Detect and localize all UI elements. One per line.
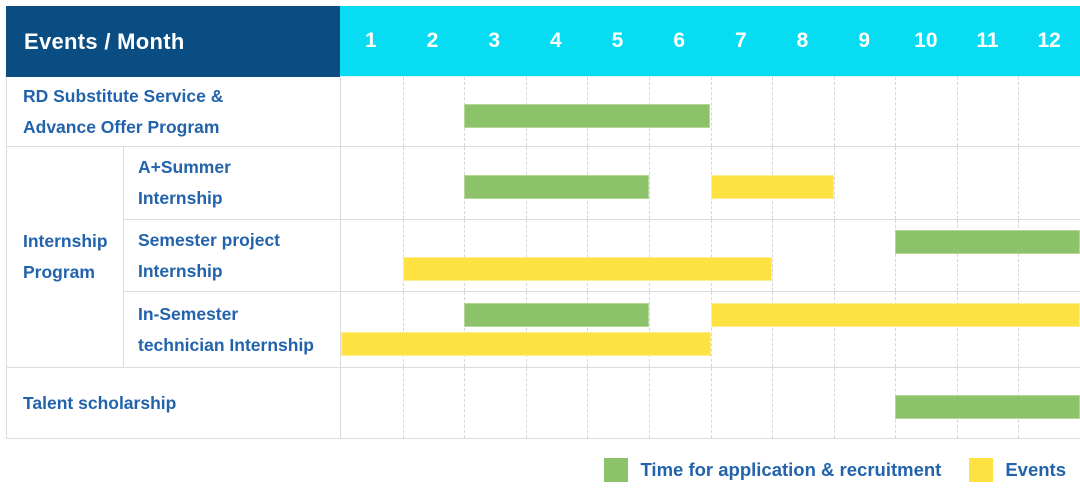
gantt-bar-yellow (710, 175, 834, 200)
month-label-5: 5 (586, 6, 649, 77)
month-gridline (772, 368, 774, 438)
month-gridline (956, 77, 958, 146)
month-gridline (895, 147, 897, 219)
group-label-line: Internship (23, 231, 108, 251)
month-label-8: 8 (771, 6, 834, 77)
month-label-10: 10 (895, 6, 957, 77)
month-label-9: 9 (833, 6, 895, 77)
row-label-a-plus-summer: A+Summer Internship (124, 147, 340, 220)
yellow-swatch-icon (969, 458, 994, 482)
month-label-3: 3 (463, 6, 525, 77)
month-gridline (833, 147, 835, 219)
month-gridline (1018, 77, 1020, 146)
row-label-line: Internship (138, 188, 223, 208)
row-label-line: Semester project (138, 229, 281, 250)
row-label-rd-substitute: RD Substitute Service & Advance Offer Pr… (6, 77, 340, 147)
month-label-7: 7 (710, 6, 772, 77)
row-label-line: A+Summer (138, 157, 231, 177)
month-gridline (833, 368, 835, 438)
gantt-bar-green (464, 303, 649, 328)
legend: Time for application & recruitment Event… (604, 455, 1066, 485)
month-gridline (895, 77, 897, 146)
month-gridline (833, 220, 835, 291)
gantt-bar-green (464, 175, 649, 200)
green-swatch-icon (604, 458, 629, 482)
gantt-row-semester-project (340, 220, 1080, 292)
row-label-line: RD Substitute Service & (23, 85, 224, 106)
row-label-in-semester-technician: In-Semester technician Internship (124, 292, 340, 368)
gantt-bar-green (895, 395, 1080, 420)
month-gridline (710, 77, 712, 146)
row-label-semester-project: Semester project Internship (124, 220, 340, 292)
group-label-internship-program: Internship Program (6, 147, 124, 368)
gantt-bar-yellow (710, 303, 1080, 328)
month-gridline (464, 368, 466, 438)
gantt-bar-green (464, 103, 711, 128)
legend-item-application-recruitment: Time for application & recruitment (604, 458, 941, 482)
month-label-12: 12 (1018, 6, 1080, 77)
month-gridline (525, 368, 527, 438)
month-gridline (772, 77, 774, 146)
month-gridline (648, 368, 650, 438)
month-gridline (833, 77, 835, 146)
month-gridline (648, 292, 650, 367)
month-label-4: 4 (525, 6, 587, 77)
month-label-1: 1 (340, 6, 402, 77)
month-label-11: 11 (956, 6, 1019, 77)
month-gridline (648, 147, 650, 219)
legend-label: Time for application & recruitment (640, 459, 942, 480)
row-label-line: technician Internship (138, 334, 314, 355)
month-label-2: 2 (401, 6, 464, 77)
gantt-bar-yellow (402, 256, 773, 281)
row-label-line: In-Semester (138, 303, 239, 324)
month-gridline (402, 368, 404, 438)
row-label-line: Advance Offer Program (23, 116, 220, 137)
month-gridline (402, 292, 404, 367)
gantt-row-a-plus-summer (340, 147, 1080, 220)
month-gridline (402, 77, 404, 146)
month-gridline (772, 220, 774, 291)
row-label-line: Internship (138, 260, 223, 281)
month-gridline (402, 147, 404, 219)
month-gridline (1018, 147, 1020, 219)
legend-label: Events (1005, 459, 1066, 480)
month-gridline (587, 368, 589, 438)
month-gridline (710, 368, 712, 438)
month-label-6: 6 (648, 6, 710, 77)
group-label-line: Program (23, 262, 95, 282)
legend-item-events: Events (969, 458, 1066, 482)
gantt-row-rd-substitute (340, 77, 1080, 147)
gantt-schedule-table: Events / Month 1 2 3 4 5 6 7 8 9 10 11 12 RD Substi… (6, 6, 1080, 439)
events-month-header: Events / Month (6, 6, 340, 77)
gantt-row-in-semester-technician (340, 292, 1080, 368)
gantt-bar-green (895, 230, 1080, 254)
gantt-row-talent-scholarship (340, 368, 1080, 439)
table-title: Events / Month (24, 28, 185, 54)
row-label-line: Talent scholarship (23, 392, 177, 413)
gantt-bar-yellow (341, 331, 711, 356)
row-label-talent-scholarship: Talent scholarship (6, 368, 340, 439)
month-gridline (956, 147, 958, 219)
